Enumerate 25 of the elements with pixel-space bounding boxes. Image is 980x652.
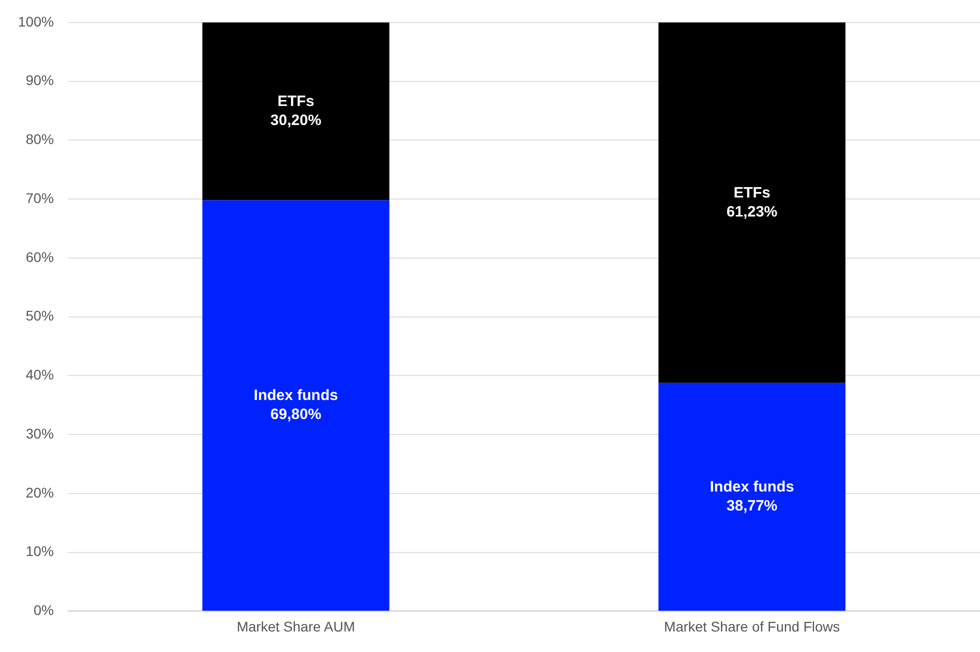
data-label: 30,20%	[270, 112, 322, 129]
series-label: Index funds	[710, 478, 794, 496]
data-label: 61,23%	[726, 203, 778, 220]
y-tick-label: 60%	[26, 248, 54, 265]
x-tick-label: Market Share of Fund Flows	[664, 618, 840, 634]
y-tick-label: 100%	[18, 13, 54, 30]
y-tick-label: 40%	[26, 366, 54, 383]
text: Index funds	[254, 387, 338, 404]
series-label: ETFs	[278, 92, 314, 110]
y-tick-label: 90%	[26, 72, 54, 88]
bar	[202, 200, 390, 611]
y-tick-label: 0%	[34, 602, 54, 618]
y-tick-label: 80%	[26, 131, 54, 148]
text: ETFs	[734, 184, 770, 202]
y-tick-label: 30%	[26, 425, 54, 442]
y-tick-label: 70%	[26, 190, 54, 206]
bar	[658, 382, 846, 611]
y-tick-label: 50%	[26, 308, 54, 324]
y-tick-label: 10%	[26, 543, 54, 560]
y-tick-label: 20%	[26, 484, 54, 500]
x-tick-label: Market Share AUM	[236, 618, 355, 634]
data-label: 38,77%	[726, 497, 778, 514]
bar	[658, 22, 846, 383]
data-label: 69,80%	[270, 406, 322, 424]
bar	[202, 22, 390, 200]
